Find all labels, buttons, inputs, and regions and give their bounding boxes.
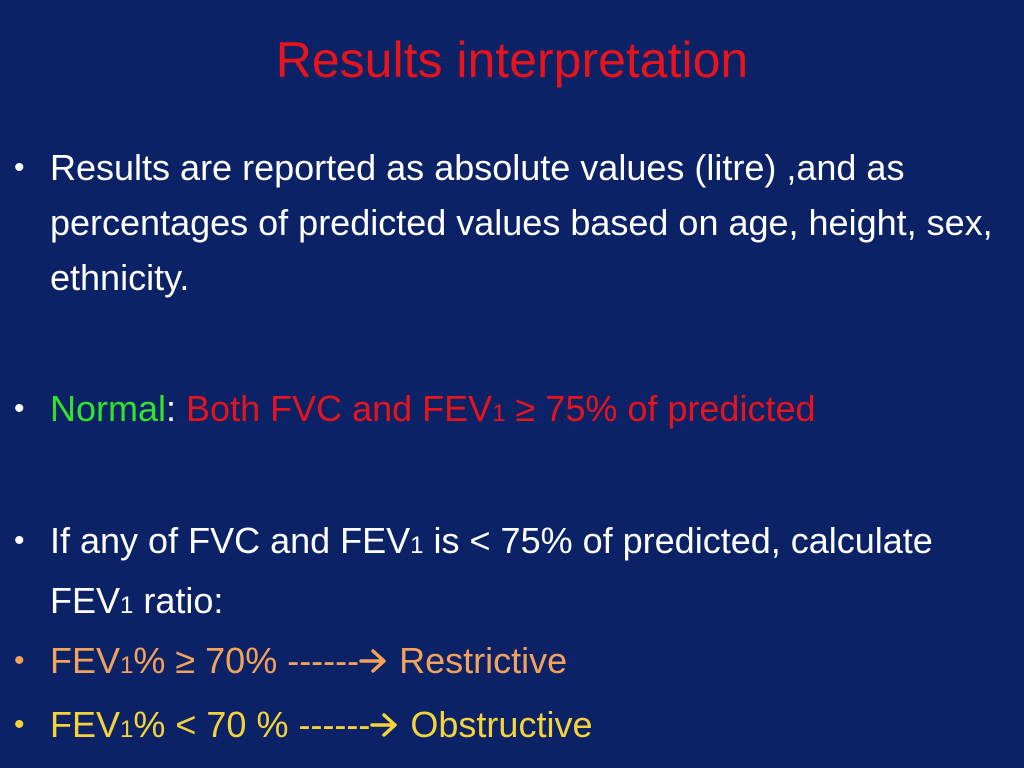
bullet-item-normal: • Normal: Both FVC and FEV1 ≥ 75% of pre…	[14, 381, 1004, 441]
bullet-icon: •	[14, 524, 25, 557]
bullet-icon: •	[14, 708, 25, 741]
ratio-text-part3: ratio:	[133, 580, 224, 621]
criteria-prefix: Both FVC and FEV	[176, 388, 493, 429]
ratio-text-part2: is < 75% of predicted, calculate FEV	[50, 520, 933, 621]
restrictive-condition: % ≥ 70% ------	[133, 640, 360, 681]
criteria-suffix: ≥ 75% of predicted	[505, 388, 816, 429]
bullet-text: FEV1% ≥ 70% ------ Restrictive	[50, 633, 1004, 693]
ratio-subscript-1: 1	[410, 532, 424, 559]
fev-subscript: 1	[120, 716, 134, 743]
obstructive-result: Obstructive	[400, 704, 593, 745]
bullet-text: If any of FVC and FEV1 is < 75% of predi…	[50, 513, 1004, 633]
criteria-subscript: 1	[492, 400, 506, 427]
bullet-text: Normal: Both FVC and FEV1 ≥ 75% of predi…	[50, 381, 1004, 441]
right-arrow-icon	[359, 649, 386, 673]
fev-prefix: FEV	[50, 704, 121, 745]
ratio-text-part1: If any of FVC and FEV	[50, 520, 411, 561]
bullet-item-results-reporting: • Results are reported as absolute value…	[14, 140, 1004, 305]
bullet-item-fev-ratio: • If any of FVC and FEV1 is < 75% of pre…	[14, 513, 1004, 633]
ratio-subscript-2: 1	[120, 592, 134, 619]
normal-criteria: Both FVC and FEV1 ≥ 75% of predicted	[176, 388, 815, 429]
bullet-icon: •	[14, 151, 25, 184]
slide-title: Results interpretation	[275, 32, 749, 88]
fev-subscript: 1	[120, 652, 134, 679]
bullet-icon: •	[14, 392, 25, 425]
fev-prefix: FEV	[50, 640, 121, 681]
bullet-icon: •	[14, 644, 25, 677]
colon: :	[166, 388, 177, 429]
bullet-item-obstructive: • FEV1% < 70 % ------ Obstructive	[14, 697, 1004, 757]
right-arrow-icon	[370, 713, 398, 737]
restrictive-result: Restrictive	[389, 640, 568, 681]
bullet-item-restrictive: • FEV1% ≥ 70% ------ Restrictive	[14, 633, 1004, 693]
bullet-text: Results are reported as absolute values …	[50, 147, 993, 298]
bullet-text: FEV1% < 70 % ------ Obstructive	[50, 697, 1004, 757]
obstructive-condition: % < 70 % ------	[133, 704, 371, 745]
normal-label: Normal	[50, 388, 167, 429]
